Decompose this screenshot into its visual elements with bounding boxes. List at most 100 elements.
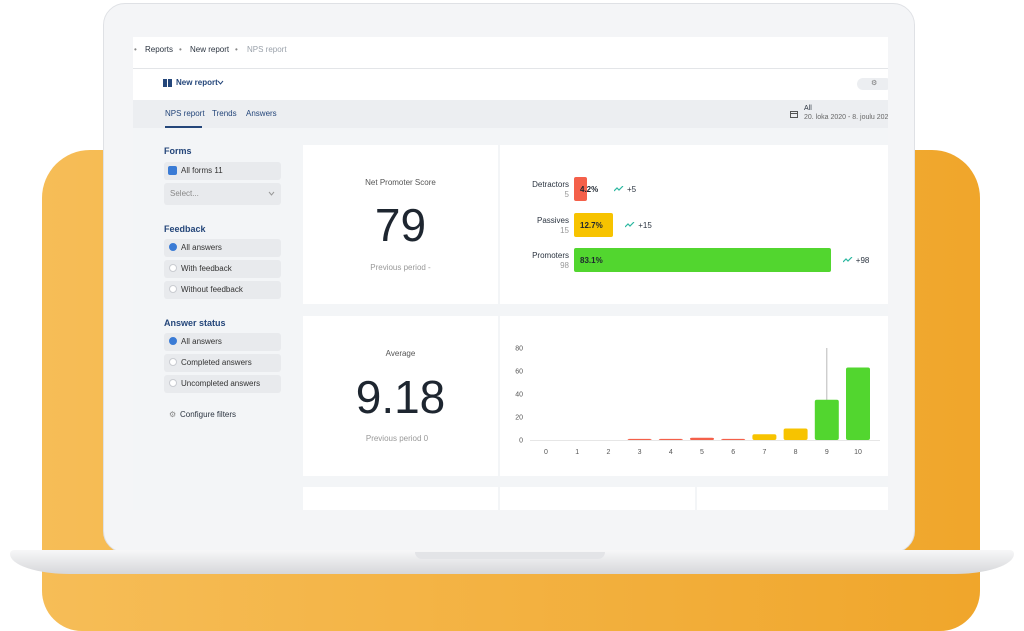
percent-label: 4.2% (580, 185, 599, 194)
radio (169, 358, 177, 366)
distribution-card: 0 20 40 60 80 0 1 2 3 4 5 6 7 8 9 10 (500, 316, 888, 476)
radio-label: With feedback (181, 264, 232, 273)
group-name: Detractors (532, 180, 569, 189)
select[interactable]: Select... (164, 183, 281, 205)
x-tick-label: 6 (731, 449, 735, 456)
bar (627, 438, 652, 440)
radio (169, 379, 177, 387)
radio-label: Without feedback (181, 285, 243, 294)
percent-bar: 4.2% (574, 177, 598, 201)
group-name: Passives (536, 215, 569, 225)
percent-label: 83.1% (580, 256, 603, 265)
separator: • (179, 45, 182, 54)
bar (814, 399, 839, 440)
radio-item[interactable]: Uncompleted answers (164, 375, 281, 393)
radio (169, 285, 177, 293)
tab[interactable]: Trends (212, 109, 237, 118)
settings-toggle[interactable]: ⚙ (857, 78, 888, 90)
group-count: 15 (560, 225, 569, 235)
gear-icon: ⚙ (169, 410, 177, 419)
chevron (268, 191, 275, 196)
radio-label: Uncompleted answers (181, 379, 261, 388)
x-tick-label: 10 (854, 449, 862, 456)
nps-score: 79 (374, 199, 427, 251)
radio-item[interactable]: Without feedback (164, 281, 281, 299)
average-card: Average 9.18 Previous period 0 (303, 316, 498, 476)
average-value: 9.18 (355, 371, 446, 423)
y-tick-label: 60 (515, 369, 523, 376)
breadcrumb-bar: • Reports • New report • NPS report (133, 37, 888, 69)
breadcrumb-link[interactable]: New report (190, 45, 230, 54)
radio-item[interactable]: All answers (164, 333, 281, 351)
card (500, 487, 695, 510)
chevron (217, 80, 224, 85)
breadcrumb-current: NPS report (247, 45, 287, 54)
report-title[interactable]: New report (176, 78, 218, 87)
change: +15 (638, 220, 652, 230)
percent-bar: 83.1% (574, 248, 831, 272)
radio-item[interactable]: With feedback (164, 260, 281, 278)
breadcrumb-link[interactable]: Reports (145, 45, 174, 54)
percent-bar: 12.7% (574, 212, 614, 237)
radio-label: All answers (181, 243, 222, 252)
y-tick-label: 40 (515, 392, 523, 399)
section-title: Answer status (164, 318, 226, 328)
date-filter-range[interactable]: 20. loka 2020 - 8. joulu 202 (804, 114, 888, 121)
bar (752, 434, 777, 440)
change: +5 (627, 185, 637, 194)
card-title: Average (385, 349, 416, 358)
previous-period: Previous period - (370, 263, 431, 272)
bar (658, 438, 683, 440)
x-tick-label: 8 (794, 449, 798, 456)
trend-icon (614, 186, 624, 192)
bar (783, 428, 808, 440)
trend-icon (625, 221, 635, 227)
chart: 0 20 40 60 80 0 1 2 3 4 5 6 7 8 9 10 (515, 346, 880, 456)
bar (690, 437, 714, 440)
radio-label: Completed answers (181, 358, 252, 367)
tab[interactable]: Answers (246, 109, 277, 118)
previous-period: Previous period 0 (365, 434, 429, 443)
group-count: 98 (560, 261, 569, 270)
x-tick-label: 2 (606, 449, 610, 456)
sidebar: Forms All forms 11 Select... Feedback Al… (133, 128, 300, 510)
tab-underline (165, 126, 202, 128)
section-title: Feedback (164, 224, 206, 234)
screen: • Reports • New report • NPS report New … (133, 37, 888, 510)
y-tick-label: 80 (515, 346, 523, 353)
trend-icon (842, 257, 853, 263)
card-title: Net Promoter Score (365, 178, 436, 187)
nps-card: Net Promoter Score 79 Previous period - (303, 145, 498, 304)
laptop-notch (415, 552, 605, 559)
x-tick-label: 0 (544, 449, 548, 456)
radio (169, 243, 177, 251)
separator: • (235, 45, 238, 54)
group-name: Promoters (532, 251, 569, 260)
radio-item[interactable]: Completed answers (164, 354, 281, 372)
radio (169, 264, 177, 272)
percent-label: 12.7% (580, 220, 603, 230)
x-tick-label: 1 (575, 449, 579, 456)
nps-breakdown-card: Detractors 5 4.2% +5 Passives 15 12.7% +15 Promo… (500, 145, 888, 304)
separator: • (134, 45, 137, 54)
book-icon (163, 79, 172, 87)
x-tick-label: 7 (762, 449, 766, 456)
bar (846, 367, 870, 440)
radio-item[interactable]: All answers (164, 239, 281, 257)
configure-filters[interactable]: Configure filters (180, 410, 237, 419)
checkbox-label: All forms 11 (181, 166, 223, 175)
bar (721, 438, 746, 440)
select-placeholder: Select... (170, 189, 199, 198)
report-header: New report ⚙ (133, 69, 888, 100)
x-tick-label: 9 (825, 449, 829, 456)
date-filter-label[interactable]: All (804, 105, 812, 112)
tab-active[interactable]: NPS report (165, 109, 205, 118)
x-tick-label: 3 (638, 449, 642, 456)
checkbox-item[interactable]: All forms 11 (164, 162, 281, 180)
x-tick-label: 5 (700, 449, 704, 456)
card (303, 487, 498, 510)
radio-label: All answers (181, 337, 222, 346)
y-tick-label: 20 (515, 415, 523, 422)
group-count: 5 (564, 190, 569, 199)
